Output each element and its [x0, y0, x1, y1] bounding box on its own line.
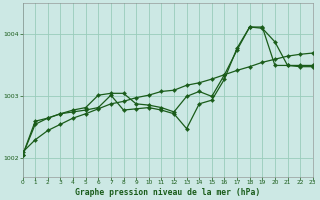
X-axis label: Graphe pression niveau de la mer (hPa): Graphe pression niveau de la mer (hPa): [75, 188, 260, 197]
